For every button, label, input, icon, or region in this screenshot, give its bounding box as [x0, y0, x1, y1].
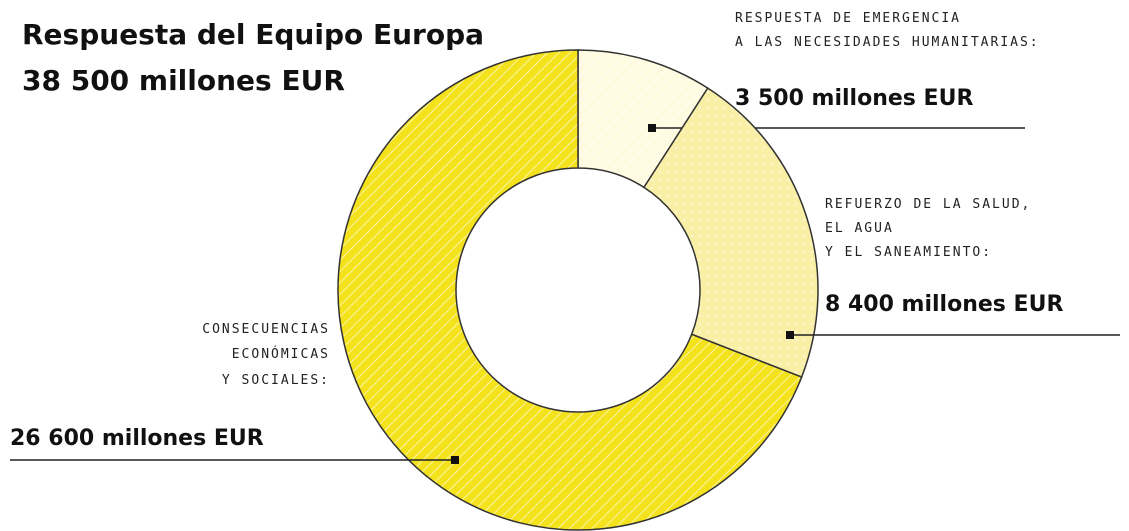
- value-label: 26 600 millones EUR: [10, 426, 264, 451]
- category-label: CONSECUENCIAS ECONÓMICAS Y SOCIALES:: [202, 322, 330, 388]
- value-label: 8 400 millones EUR: [825, 292, 1063, 317]
- leader-dot: [451, 456, 459, 464]
- chart-title: Respuesta del Equipo Europa: [22, 18, 484, 51]
- chart-subtitle: 38 500 millones EUR: [22, 64, 345, 97]
- leader-dot: [786, 331, 794, 339]
- category-label: RESPUESTA DE EMERGENCIA A LAS NECESIDADES…: [735, 11, 1040, 50]
- leader-dot: [648, 124, 656, 132]
- category-label: REFUERZO DE LA SALUD, EL AGUA Y EL SANEAMI…: [825, 197, 1031, 260]
- donut-slice: [337, 49, 803, 531]
- donut-slice: [642, 87, 819, 379]
- value-label: 3 500 millones EUR: [735, 86, 973, 111]
